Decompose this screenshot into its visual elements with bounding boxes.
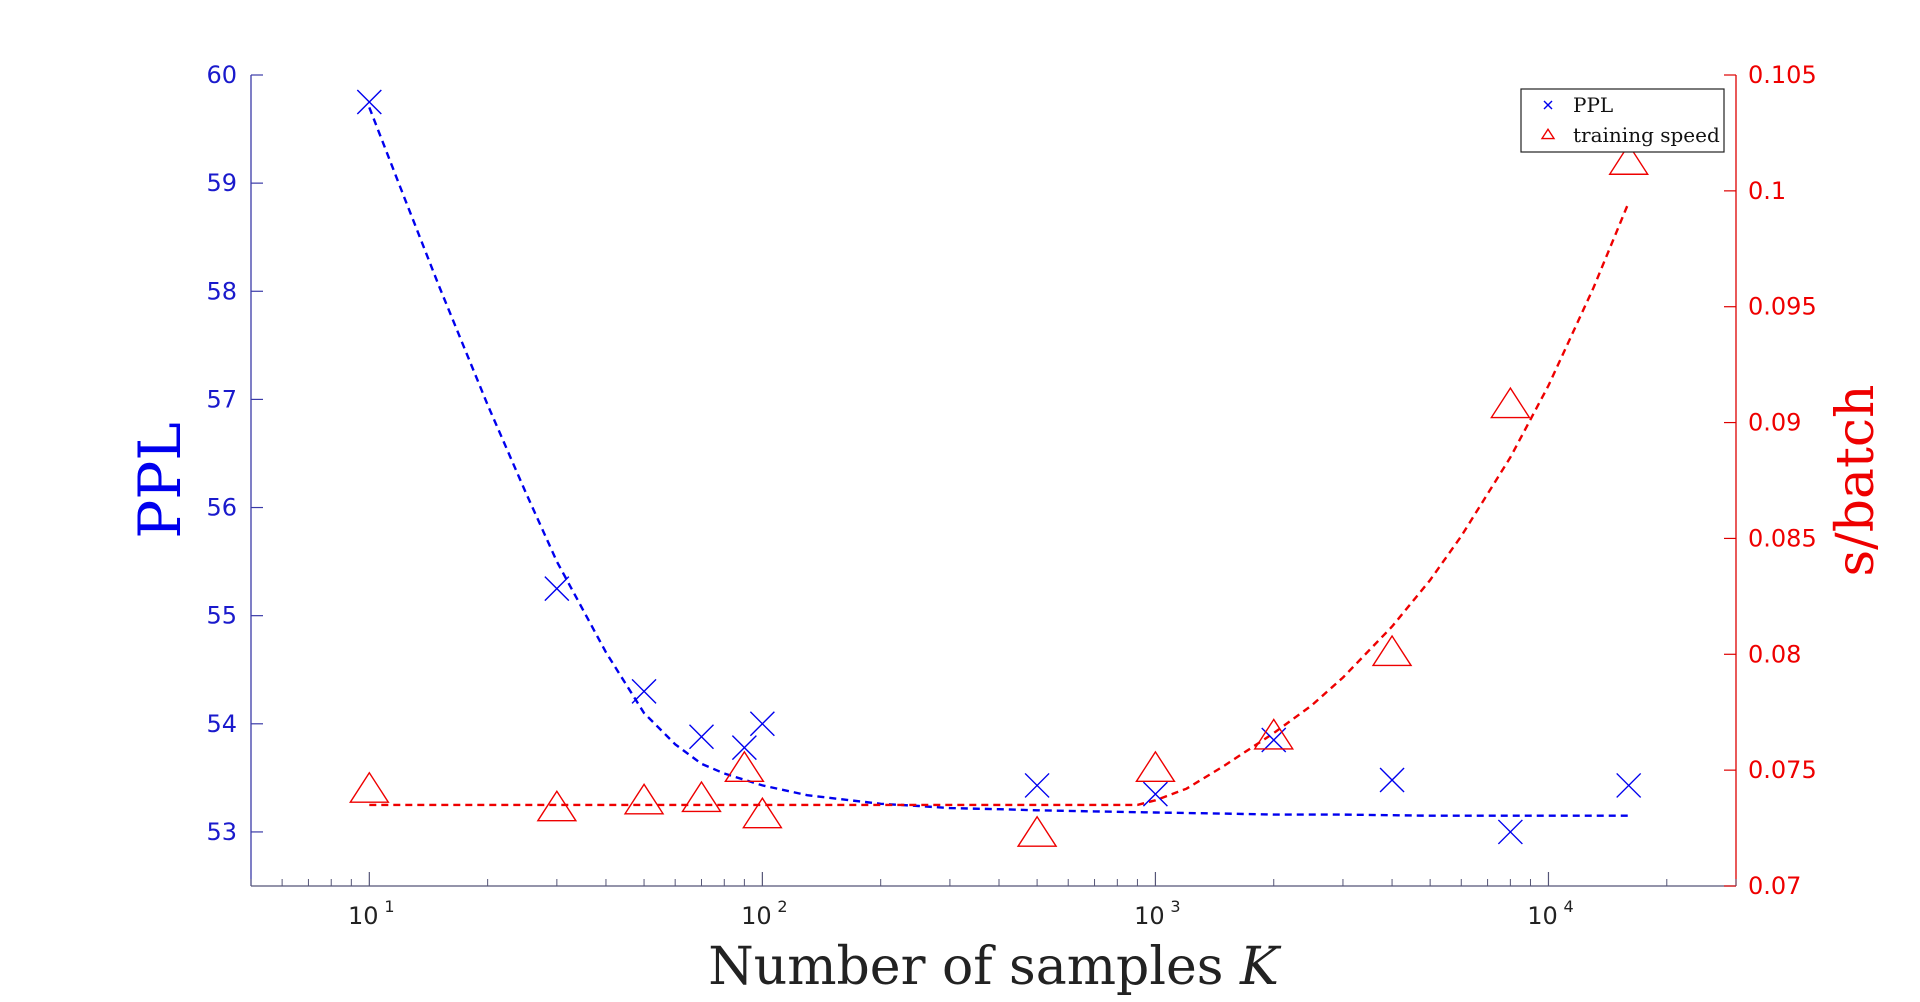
y-tick-label-left: 55 (206, 602, 237, 630)
training-speed-point (1490, 386, 1531, 419)
y-tick-label-left: 54 (206, 710, 237, 738)
training-speed-point (1371, 634, 1413, 667)
y-tick-label-right: 0.085 (1748, 524, 1817, 552)
y-tick-label-right: 0.07 (1748, 872, 1801, 900)
y-tick-label-right: 0.1 (1748, 177, 1786, 205)
ppl-point (1616, 772, 1642, 798)
chart-marks (349, 89, 1649, 847)
legend-box (1520, 88, 1725, 153)
ppl-point (356, 89, 382, 115)
y-tick-label-left: 60 (206, 61, 237, 89)
training-speed-point (1253, 718, 1295, 750)
ppl-point (631, 678, 657, 704)
ppl-point (749, 711, 775, 737)
training-speed-point (724, 750, 765, 783)
x-tick-label-exponent: 3 (1170, 897, 1180, 916)
ppl-point (1497, 819, 1523, 845)
x-tick-label-exponent: 1 (384, 897, 394, 916)
ppl-point (1142, 781, 1168, 807)
ppl-point (544, 576, 570, 602)
training-speed-point (742, 796, 783, 829)
legend-label: training speed (1573, 123, 1720, 147)
legend-marker-ppl (1543, 100, 1553, 110)
ppl-fit-line (368, 106, 1629, 817)
y-tick-label-left: 53 (206, 818, 237, 846)
ppl-point (1024, 772, 1050, 798)
legend-marker-training-speed (1540, 127, 1556, 140)
ppl-point (688, 724, 714, 750)
y-tick-label-right: 0.09 (1748, 409, 1801, 437)
training-speed-point (536, 789, 578, 822)
training-speed-point (349, 771, 390, 803)
y-tick-label-left: 56 (206, 494, 237, 522)
y-tick-label-right: 0.095 (1748, 293, 1817, 321)
legend-label: PPL (1573, 93, 1613, 117)
training-speed-point (1016, 815, 1058, 847)
axes-layer: 53 54 55 56 57 58 59 60 0.07 0.075 0.08 0.085 0.09 0.… (206, 61, 1816, 930)
x-tick-label-exponent: 4 (1563, 897, 1573, 916)
x-tick-label: 10 (348, 902, 379, 930)
ppl-point (731, 735, 757, 761)
x-tick-label-exponent: 2 (777, 897, 787, 916)
x-tick-label: 10 (1527, 902, 1558, 930)
y-tick-label-left: 58 (206, 277, 237, 305)
x-tick-label: 10 (741, 902, 772, 930)
y-axis-label-left: PPL (126, 422, 194, 539)
training-speed-point (623, 783, 665, 815)
ppl-point (1379, 767, 1405, 793)
x-axis-label: Number of samples K (708, 937, 1282, 997)
y-tick-label-right: 0.105 (1748, 61, 1817, 89)
training-speed-fit-line (369, 201, 1630, 807)
legend: PPL training speed (1520, 88, 1725, 153)
training-speed-point (1135, 750, 1176, 783)
y-axis-label-right: s/batch (1826, 384, 1886, 576)
y-tick-label-right: 0.08 (1748, 640, 1801, 668)
x-tick-label: 10 (1134, 902, 1165, 930)
y-tick-label-left: 57 (206, 385, 237, 413)
y-tick-label-left: 59 (206, 169, 237, 197)
y-tick-label-right: 0.075 (1748, 756, 1817, 784)
fit-lines (368, 106, 1630, 817)
training-speed-point (681, 780, 722, 813)
training-speed-point (1608, 143, 1649, 175)
